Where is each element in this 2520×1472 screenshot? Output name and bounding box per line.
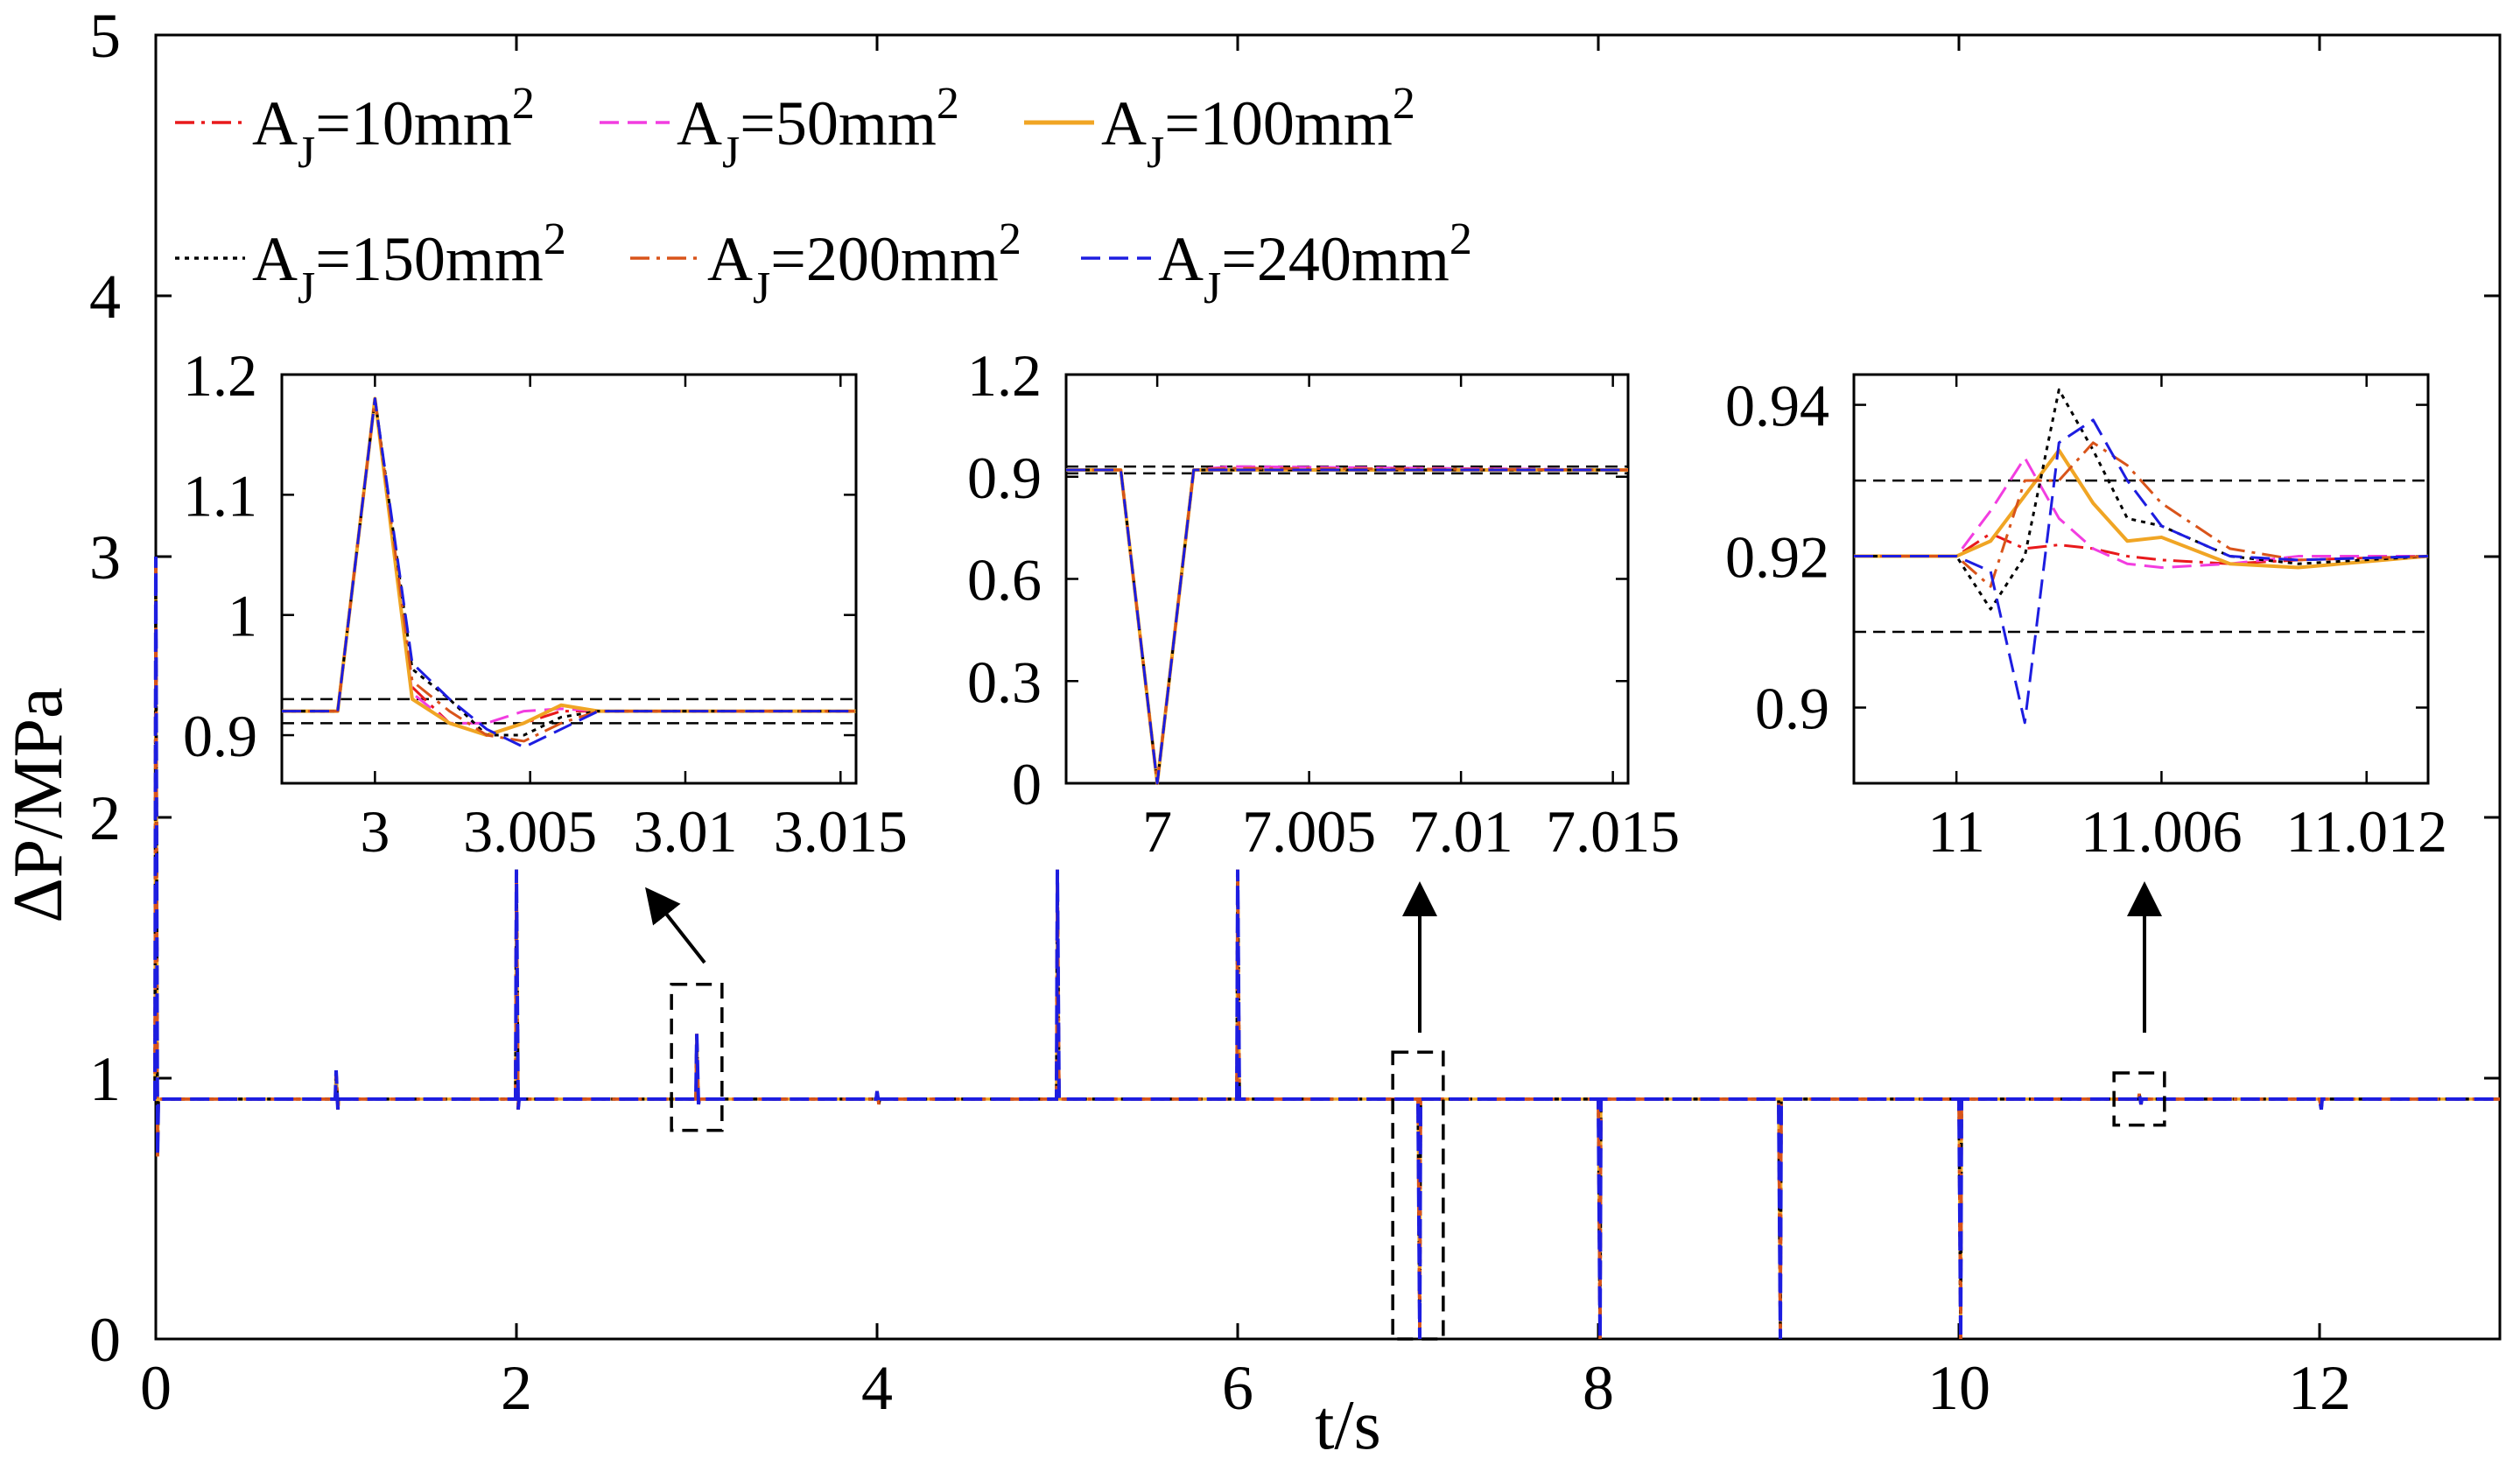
y-tick-label: 4 xyxy=(89,262,121,332)
x-tick-label: 0 xyxy=(140,1353,172,1423)
x-tick-label: 6 xyxy=(1222,1353,1253,1423)
y-tick-label: 0 xyxy=(89,1305,121,1375)
inset-3-series-5 xyxy=(1854,441,2429,588)
inset-3-y-tick-label: 0.94 xyxy=(1725,373,1829,439)
inset-2-x-tick-label: 7.015 xyxy=(1546,798,1680,865)
x-tick-label: 10 xyxy=(1927,1353,1990,1423)
inset-2-y-tick-label: 0.3 xyxy=(967,648,1042,715)
legend-label: AJ=240mm2 xyxy=(1158,214,1472,313)
legend-label: AJ=150mm2 xyxy=(252,214,566,313)
inset-3: 11 11.006 11.012 0.9 0.92 0.94 xyxy=(1725,373,2447,865)
x-axis-label: t/s xyxy=(1315,1387,1381,1464)
legend-label: AJ=10mm2 xyxy=(252,79,535,178)
inset-1-frame xyxy=(280,373,858,785)
y-axis-label: ΔP/MPa xyxy=(0,687,77,922)
inset-3-x-tick-label: 11 xyxy=(1927,798,1984,865)
inset-3-series-3 xyxy=(1854,448,2429,570)
inset-1-y-tick-label: 0.9 xyxy=(183,703,257,769)
inset-3-y-tick-label: 0.92 xyxy=(1725,524,1829,591)
legend-label: AJ=50mm2 xyxy=(677,79,959,178)
inset-1-x-tick-label: 3.01 xyxy=(633,798,737,865)
legend-entry-1: AJ=10mm2 xyxy=(175,79,535,178)
inset-3-x-tick-label: 11.006 xyxy=(2081,798,2242,865)
inset-2-x-tick-label: 7.005 xyxy=(1242,798,1376,865)
legend-label: AJ=100mm2 xyxy=(1101,79,1415,178)
inset-1-x-tick-label: 3.015 xyxy=(774,798,908,865)
y-tick-label: 1 xyxy=(89,1044,121,1114)
inset-3-x-tick-label: 11.012 xyxy=(2285,798,2446,865)
legend-entry-5: AJ=200mm2 xyxy=(630,214,1021,313)
inset-1-y-tick-label: 1.1 xyxy=(183,462,257,529)
legend-entry-6: AJ=240mm2 xyxy=(1081,214,1472,313)
x-tick-label: 4 xyxy=(861,1353,893,1423)
zoom-arrow-1 xyxy=(645,887,706,964)
x-tick-label: 8 xyxy=(1583,1353,1614,1423)
inset-1-y-tick-label: 1 xyxy=(228,583,257,649)
inset-3-series-2 xyxy=(1854,456,2428,570)
legend-entry-2: AJ=50mm2 xyxy=(600,79,959,178)
inset-1: 3 3.005 3.01 3.015 0.9 1 1.1 1.2 xyxy=(183,342,908,865)
inset-3-y-tick-label: 0.9 xyxy=(1755,676,1829,742)
legend-entry-3: AJ=100mm2 xyxy=(1024,79,1415,178)
inset-2-x-tick-label: 7 xyxy=(1142,798,1172,865)
inset-1-series-6 xyxy=(282,396,856,749)
inset-2-series-6 xyxy=(1066,468,1628,785)
inset-3-series-6 xyxy=(1854,418,2429,725)
inset-2-y-tick-label: 0.9 xyxy=(967,445,1042,511)
x-tick-label: 2 xyxy=(501,1353,532,1423)
inset-2-y-tick-label: 0 xyxy=(1012,751,1042,817)
y-tick-label: 5 xyxy=(89,1,121,71)
inset-2: 7 7.005 7.01 7.015 0 0.3 0.6 0.9 1.2 xyxy=(967,342,1680,865)
zoom-box-1 xyxy=(670,982,724,1132)
main-series-line-6 xyxy=(152,556,2500,1340)
legend-entry-4: AJ=150mm2 xyxy=(175,214,566,313)
zoom-box-2 xyxy=(1391,1050,1445,1341)
y-tick-label: 2 xyxy=(89,783,121,853)
legend: AJ=10mm2 AJ=50mm2 AJ=100mm2 AJ=150mm2 AJ=200… xyxy=(175,79,1472,313)
inset-2-y-tick-label: 0.6 xyxy=(967,547,1042,613)
x-tick-label: 12 xyxy=(2288,1353,2351,1423)
inset-3-frame xyxy=(1852,373,2430,785)
y-tick-label: 3 xyxy=(89,522,121,592)
inset-2-y-tick-label: 1.2 xyxy=(967,342,1042,409)
legend-label: AJ=200mm2 xyxy=(707,214,1021,313)
inset-1-y-tick-label: 1.2 xyxy=(183,342,257,409)
insets: 3 3.005 3.01 3.015 0.9 1 1.1 1.2 7 7.005 7.01 7.015… xyxy=(183,342,2447,865)
inset-1-x-tick-label: 3 xyxy=(360,798,390,865)
inset-2-x-tick-label: 7.01 xyxy=(1409,798,1513,865)
zoom-boxes xyxy=(645,881,2166,1341)
inset-2-frame xyxy=(1064,373,1630,785)
inset-1-x-tick-label: 3.005 xyxy=(463,798,597,865)
zoom-box-3 xyxy=(2112,1071,2166,1127)
